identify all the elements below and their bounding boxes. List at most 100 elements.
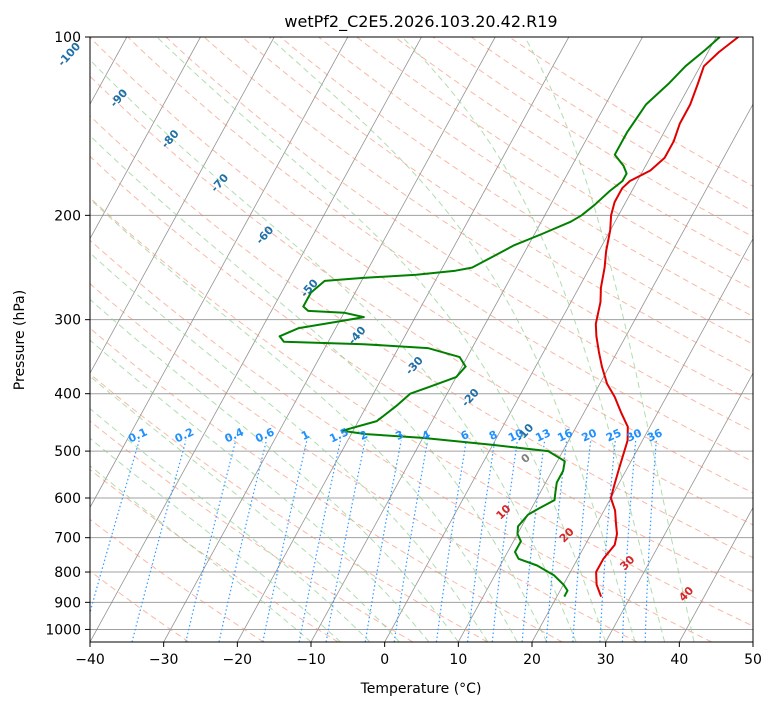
moist-adiabat-line <box>90 59 577 642</box>
x-axis-ticks: −40 −30 −20 −10 0 10 20 30 40 50 <box>75 642 762 668</box>
mixing-ratio-line <box>435 440 467 642</box>
x-tick-label: 10 <box>449 652 467 668</box>
dry-adiabat-line <box>241 37 753 374</box>
dry-adiabat-line <box>165 37 753 432</box>
chart-title: wetPf2_C2E5.2026.103.20.42.R19 <box>284 12 557 32</box>
y-tick-label: 400 <box>54 387 81 403</box>
mixing-ratio-line <box>572 440 592 642</box>
mixing-ratio-line <box>599 440 616 642</box>
mixing-ratio-label: 25 <box>604 426 623 444</box>
y-axis-ticks: 1000 900 800 700 600 500 400 300 200 100 <box>45 30 90 638</box>
isotherm-line <box>90 37 422 642</box>
x-tick-label: 20 <box>523 652 541 668</box>
temperature-line <box>594 37 739 597</box>
dry-adiabat-line <box>90 327 563 642</box>
dry-adiabat-line <box>470 37 753 212</box>
mixing-ratio-label: 16 <box>555 426 575 444</box>
dry-adiabat-line <box>127 37 753 463</box>
x-tick-label: 50 <box>744 652 762 668</box>
x-tick-label: −40 <box>75 652 105 668</box>
y-tick-label: 1000 <box>45 622 81 638</box>
mixing-ratio-line <box>185 440 237 642</box>
y-tick-label: 300 <box>54 313 81 329</box>
mixing-ratio-line <box>90 440 140 615</box>
mixing-ratio-label: 0.4 <box>223 425 246 445</box>
dry-adiabat-label: -80 <box>159 127 182 151</box>
mixing-ratio-label: 36 <box>645 426 665 444</box>
line-labels: 0.1 0.2 0.4 0.6 1 1.5 2 3 4 6 8 10 13 16 20 25 30 36-100-… <box>55 40 696 604</box>
moist-adiabat-line <box>524 37 695 642</box>
x-tick-label: 30 <box>597 652 615 668</box>
moist-adiabat-label: 30 <box>617 553 637 573</box>
mixing-ratio-line <box>545 440 568 642</box>
mixing-ratio-line <box>393 440 429 642</box>
moist-adiabat-line <box>90 437 341 642</box>
x-tick-label: −30 <box>149 652 179 668</box>
x-tick-label: −20 <box>223 652 253 668</box>
mixing-ratio-label: 0.2 <box>173 425 196 445</box>
moist-adiabat-line <box>90 198 518 642</box>
isotherm-line <box>531 237 753 642</box>
mixing-ratio-line <box>521 440 546 642</box>
x-tick-label: −10 <box>296 652 326 668</box>
mixing-ratio-label: 6 <box>459 428 472 443</box>
mixing-ratio-label: 4 <box>420 428 433 443</box>
mixing-ratio-line <box>491 440 518 642</box>
x-axis-label: Temperature (°C) <box>360 681 482 697</box>
plot-frame <box>89 36 754 643</box>
y-tick-label: 700 <box>54 531 81 547</box>
y-tick-label: 600 <box>54 491 81 507</box>
moist-adiabat-line <box>156 37 607 642</box>
moist-adiabat-line <box>90 252 489 642</box>
mixing-ratio-label: 1 <box>299 428 311 443</box>
moist-adiabat-label: 10 <box>494 502 514 522</box>
dry-adiabat-line <box>90 75 753 526</box>
dry-adiabat-line <box>394 37 753 264</box>
mixing-ratio-line <box>262 440 308 642</box>
mixing-ratio-line <box>298 440 341 642</box>
mixing-ratio-line <box>466 440 496 642</box>
mixing-ratio-line <box>621 440 637 642</box>
background-lines <box>90 37 753 642</box>
y-tick-label: 800 <box>54 565 81 581</box>
isotherm-line <box>384 37 717 642</box>
dry-adiabat-line <box>432 37 753 238</box>
isotherm-line <box>605 372 753 642</box>
dry-adiabat-line <box>90 115 753 559</box>
dry-adiabat-label: -20 <box>459 386 482 410</box>
moist-adiabat-label: 40 <box>676 584 696 604</box>
isotherm-line <box>90 37 201 240</box>
moist-adiabat-line <box>90 339 430 642</box>
dry-adiabat-line <box>90 197 753 627</box>
dry-adiabat-line <box>90 37 753 494</box>
dry-adiabat-line <box>318 37 753 318</box>
isotherm-line <box>678 506 753 642</box>
moist-adiabat-label: 20 <box>557 525 577 545</box>
dry-adiabat-label: -30 <box>403 354 426 378</box>
y-axis-label: Pressure (hPa) <box>12 290 28 390</box>
y-tick-label: 900 <box>54 595 81 611</box>
dry-adiabat-label: -70 <box>208 171 231 195</box>
moist-adiabat-line <box>268 37 636 642</box>
mixing-ratio-label: 30 <box>624 426 644 444</box>
isotherm-line <box>163 37 496 642</box>
dry-adiabat-line <box>356 37 753 290</box>
mixing-ratio-label: 0.1 <box>126 425 149 445</box>
mixing-ratio-line <box>644 440 657 642</box>
series-lines <box>278 37 739 598</box>
isotherm-line <box>752 641 753 642</box>
dry-adiabat-line <box>509 37 753 187</box>
isotherm-line <box>236 37 570 642</box>
dry-adiabat-line <box>280 37 753 345</box>
moist-adiabat-line <box>90 134 548 642</box>
dewpoint-line <box>278 37 721 598</box>
y-tick-label: 200 <box>54 208 81 224</box>
moist-adiabat-line <box>401 37 666 642</box>
mixing-ratio-label: 13 <box>533 426 552 444</box>
y-tick-label: 500 <box>54 444 81 460</box>
dry-adiabat-line <box>90 518 264 642</box>
moist-adiabat-line <box>90 465 312 642</box>
mixing-ratio-line <box>131 440 187 642</box>
dry-adiabat-line <box>90 373 488 642</box>
